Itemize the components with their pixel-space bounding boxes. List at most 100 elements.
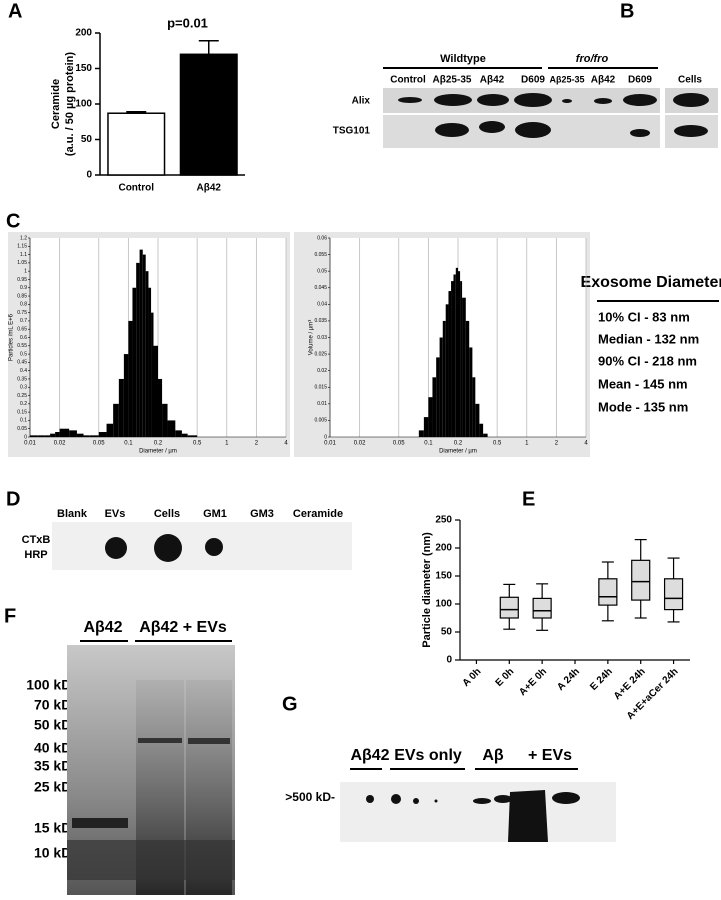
x-tick-label: A 24h: [555, 666, 582, 693]
histogram-bar: [123, 354, 129, 437]
y-tick-label: 0.55: [17, 343, 27, 349]
marker-label: 50 kD-: [34, 717, 76, 733]
y-tick-label: 150: [435, 571, 452, 582]
histogram-bar: [50, 433, 56, 437]
stat-row: Mode - 135 nm: [598, 399, 688, 414]
y-tick-label: 0.8: [20, 302, 27, 308]
y-tick-label: 1.15: [17, 244, 27, 250]
x-tick-label: E 0h: [494, 666, 517, 689]
panel-label: G: [282, 693, 298, 715]
histogram-bar: [98, 432, 107, 437]
y-axis-label: Particles /mL E+6: [9, 313, 15, 361]
probe-label: CTxB: [22, 534, 51, 546]
y-tick-label: 1.05: [17, 260, 27, 266]
y-tick-label: 0.25: [17, 393, 27, 399]
y-tick-label: 0.7: [20, 318, 27, 324]
panel-label: A: [8, 0, 22, 22]
y-tick-label: 200: [435, 543, 452, 554]
lane-label: Aβ42: [83, 619, 122, 636]
x-tick-label: 1: [225, 441, 229, 447]
x-tick-label: 1: [525, 441, 529, 447]
y-tick-label: 50: [81, 134, 93, 145]
histogram-bar: [69, 430, 77, 437]
marker-label: 70 kD-: [34, 697, 76, 713]
panel-label: F: [4, 605, 16, 627]
bar: [179, 53, 238, 176]
box: [663, 578, 684, 611]
group-label: Wildtype: [440, 53, 486, 65]
lane-label: D609: [521, 75, 545, 86]
histogram-bar: [187, 435, 198, 437]
histogram-bar: [455, 267, 458, 437]
x-tick-label: A+E 0h: [517, 666, 549, 698]
y-tick-label: 1: [24, 268, 27, 274]
lane-label: Blank: [57, 508, 88, 520]
histogram-bar: [479, 423, 484, 437]
x-tick-label: 4: [584, 441, 588, 447]
lane-label: EVs: [105, 508, 126, 520]
y-tick-label: 0.06: [317, 235, 327, 241]
x-tick-label: 0.2: [454, 441, 463, 447]
group-label: fro/fro: [576, 53, 609, 65]
histogram-bar: [418, 430, 424, 437]
histogram-bar: [151, 312, 154, 437]
histogram-bar: [142, 254, 146, 437]
histogram-bar: [448, 291, 452, 437]
marker-label: >500 kD-: [285, 790, 335, 804]
histogram-bar: [460, 281, 463, 437]
lane-label: Aβ42: [480, 75, 505, 86]
y-tick-label: 0: [446, 655, 452, 666]
histogram-bar: [167, 420, 176, 437]
y-tick-label: 50: [441, 627, 453, 638]
y-tick-label: 100: [75, 99, 92, 110]
panel-label: B: [620, 0, 634, 22]
histogram-bar: [451, 281, 454, 437]
y-tick-label: 0.045: [314, 285, 327, 291]
histogram-bar: [458, 271, 461, 437]
gel: Aβ42 Aβ42 + EVs 100 kD- 70 kD- 50 kD- 40…: [26, 619, 235, 895]
histogram-bar: [175, 430, 182, 437]
histogram-bar: [89, 435, 99, 437]
stat-row: Mean - 145 nm: [598, 376, 688, 391]
histogram-bar: [113, 403, 119, 437]
y-tick-label: 0: [24, 434, 27, 440]
lane-label: + EVs: [528, 747, 572, 764]
marker-label: 25 kD-: [34, 779, 76, 795]
histogram-bar: [37, 435, 45, 437]
histogram-bar: [118, 378, 124, 437]
y-tick-label: 0.005: [314, 418, 327, 424]
x-tick-label: 2: [555, 441, 559, 447]
lane-label: Aβ42: [591, 75, 616, 86]
y-tick-label: 0.85: [17, 293, 27, 299]
x-tick-label: Control: [118, 183, 154, 194]
y-tick-label: 250: [435, 515, 452, 526]
histogram-bar: [153, 345, 158, 437]
lane-label: Ceramide: [293, 508, 343, 520]
x-tick-label: A 0h: [461, 666, 484, 689]
x-tick-label: 0.02: [54, 441, 66, 447]
histogram-bar: [83, 435, 90, 437]
stat-row: 10% CI - 83 nm: [598, 309, 690, 324]
y-axis-label: Volume / µm³: [309, 320, 315, 355]
y-tick-label: 0.055: [314, 252, 327, 258]
histogram-bar: [472, 377, 476, 437]
x-tick-label: 0.1: [124, 441, 133, 447]
table-title: Exosome Diameters: [581, 274, 721, 291]
lane-label: Aβ42: [350, 747, 389, 764]
y-tick-label: 1.2: [20, 235, 27, 241]
marker-label: 35 kD-: [34, 758, 76, 774]
histogram-bar: [30, 435, 38, 437]
y-tick-label: 0.95: [17, 277, 27, 283]
bar: [107, 112, 166, 176]
y-tick-label: 0.05: [17, 426, 27, 432]
y-tick-label: 0.5: [20, 351, 27, 357]
y-tick-label: 0.65: [17, 327, 27, 333]
y-tick-label: 0.4: [20, 368, 27, 374]
histogram-bar: [139, 249, 143, 437]
histogram-bar: [136, 262, 140, 437]
stat-row: 90% CI - 218 nm: [598, 353, 697, 368]
histogram-bar: [55, 432, 60, 437]
lane-label: EVs only: [394, 747, 462, 764]
histogram-bar: [148, 287, 152, 437]
x-tick-label: 0.02: [354, 441, 366, 447]
